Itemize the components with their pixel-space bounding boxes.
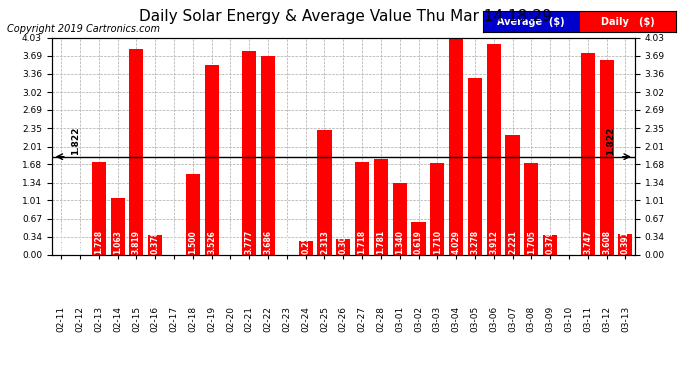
Text: 02-18: 02-18	[188, 306, 197, 332]
Text: 03-06: 03-06	[489, 306, 498, 332]
Bar	[506, 135, 520, 255]
Text: Average  ($): Average ($)	[497, 16, 565, 27]
Bar	[486, 44, 501, 255]
Bar	[92, 162, 106, 255]
Bar	[129, 49, 144, 255]
Bar	[431, 163, 444, 255]
Bar	[468, 78, 482, 255]
Bar	[204, 65, 219, 255]
Text: 02-23: 02-23	[282, 306, 291, 332]
Bar	[374, 159, 388, 255]
Text: 03-08: 03-08	[527, 306, 536, 332]
Bar	[336, 238, 351, 255]
Text: 0.619: 0.619	[414, 231, 423, 255]
Text: 1.822: 1.822	[72, 126, 81, 154]
Text: 0.002: 0.002	[564, 231, 573, 255]
Bar	[524, 163, 538, 255]
Text: 03-01: 03-01	[395, 306, 404, 332]
Text: 0.303: 0.303	[339, 231, 348, 255]
Text: 03-03: 03-03	[433, 306, 442, 332]
Bar	[242, 51, 256, 255]
Text: 0.005: 0.005	[282, 231, 291, 255]
Text: 0.391: 0.391	[621, 231, 630, 255]
Text: Daily Solar Energy & Average Value Thu Mar 14 18:29: Daily Solar Energy & Average Value Thu M…	[139, 9, 551, 24]
Text: 1.340: 1.340	[395, 231, 404, 255]
Text: 02-16: 02-16	[150, 306, 159, 332]
Bar	[618, 234, 633, 255]
Text: 3.819: 3.819	[132, 231, 141, 255]
Text: 1.063: 1.063	[113, 231, 122, 255]
Text: 1.705: 1.705	[527, 231, 536, 255]
Text: 03-09: 03-09	[546, 306, 555, 332]
Text: 02-11: 02-11	[57, 306, 66, 332]
Bar	[186, 174, 200, 255]
Text: 03-07: 03-07	[508, 306, 517, 332]
Text: 3.526: 3.526	[207, 231, 216, 255]
Bar	[148, 235, 162, 255]
Text: Daily   ($): Daily ($)	[601, 16, 655, 27]
Text: 1.822: 1.822	[606, 126, 615, 154]
Text: 02-27: 02-27	[357, 306, 366, 332]
Text: 02-21: 02-21	[245, 306, 254, 332]
Text: 02-15: 02-15	[132, 306, 141, 332]
Text: 03-04: 03-04	[452, 306, 461, 332]
Bar	[110, 198, 125, 255]
Bar	[543, 234, 558, 255]
Text: 3.777: 3.777	[245, 230, 254, 255]
Text: 02-17: 02-17	[170, 306, 179, 332]
Text: 0.000: 0.000	[57, 231, 66, 255]
Text: 02-12: 02-12	[75, 306, 84, 332]
Bar	[355, 162, 369, 255]
Text: 4.029: 4.029	[452, 231, 461, 255]
Text: 0.000: 0.000	[170, 231, 179, 255]
Text: 02-24: 02-24	[301, 306, 310, 332]
Text: 02-14: 02-14	[113, 306, 122, 332]
Bar	[580, 11, 676, 32]
Bar	[299, 241, 313, 255]
Text: 02-20: 02-20	[226, 306, 235, 332]
Bar	[600, 60, 613, 255]
Text: 0.000: 0.000	[75, 231, 84, 255]
Text: 02-28: 02-28	[376, 306, 386, 332]
Text: 03-05: 03-05	[471, 306, 480, 332]
Text: 02-26: 02-26	[339, 306, 348, 332]
Text: 1.781: 1.781	[376, 230, 386, 255]
Bar	[483, 11, 580, 32]
Text: 3.686: 3.686	[264, 231, 273, 255]
Text: 0.378: 0.378	[150, 230, 159, 255]
Bar	[449, 38, 463, 255]
Text: 3.747: 3.747	[583, 230, 592, 255]
Text: 03-02: 03-02	[414, 306, 423, 332]
Bar	[261, 56, 275, 255]
Text: 1.710: 1.710	[433, 231, 442, 255]
Bar	[393, 183, 406, 255]
Bar	[411, 222, 426, 255]
Text: 3.278: 3.278	[471, 230, 480, 255]
Text: 03-13: 03-13	[621, 306, 630, 332]
Text: 03-11: 03-11	[583, 306, 592, 332]
Text: 02-22: 02-22	[264, 306, 273, 332]
Text: 02-25: 02-25	[320, 306, 329, 332]
Text: 2.221: 2.221	[508, 231, 517, 255]
Text: 0.255: 0.255	[301, 231, 310, 255]
Text: 3.912: 3.912	[489, 231, 498, 255]
Bar	[581, 53, 595, 255]
Bar	[317, 130, 331, 255]
Text: 02-13: 02-13	[95, 306, 103, 332]
Text: 1.728: 1.728	[95, 230, 103, 255]
Text: 0.008: 0.008	[226, 231, 235, 255]
Text: 2.313: 2.313	[320, 231, 329, 255]
Text: 03-12: 03-12	[602, 306, 611, 332]
Text: 02-19: 02-19	[207, 306, 216, 332]
Text: 3.608: 3.608	[602, 231, 611, 255]
Text: Copyright 2019 Cartronics.com: Copyright 2019 Cartronics.com	[7, 24, 160, 34]
Text: 1.718: 1.718	[357, 230, 366, 255]
Text: 03-10: 03-10	[564, 306, 573, 332]
Text: 0.379: 0.379	[546, 231, 555, 255]
Text: 1.500: 1.500	[188, 231, 197, 255]
